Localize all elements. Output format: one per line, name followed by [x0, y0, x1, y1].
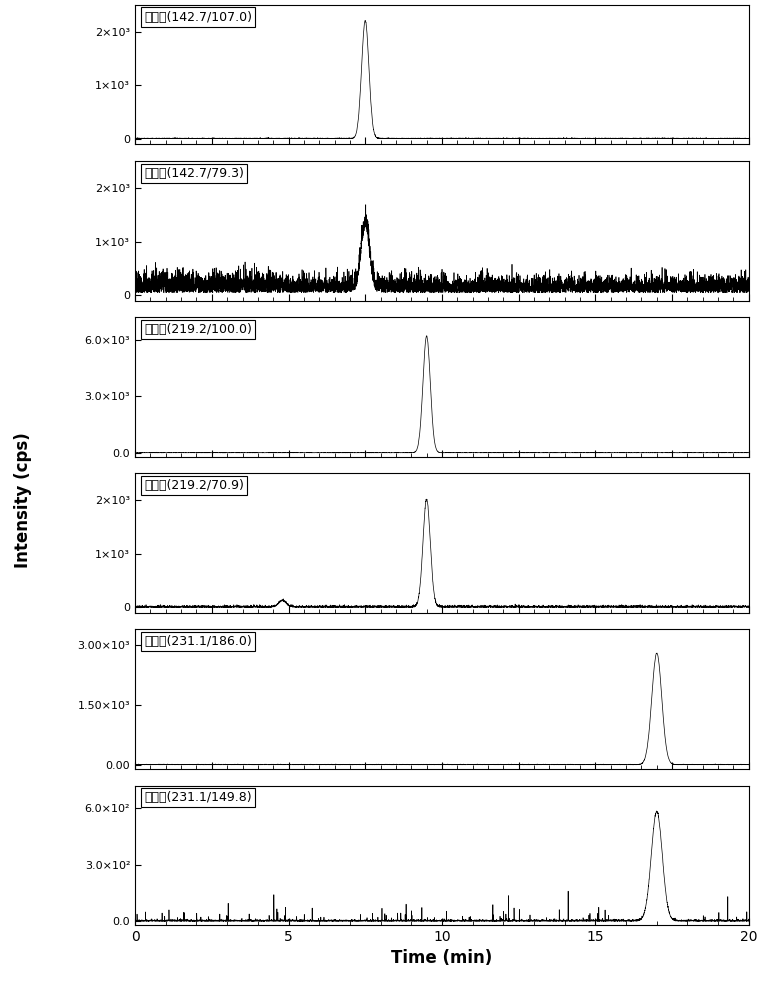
- Text: 乙烯利(142.7/79.3): 乙烯利(142.7/79.3): [144, 167, 244, 180]
- X-axis label: Time (min): Time (min): [391, 949, 493, 967]
- Text: 乙烯利(142.7/107.0): 乙烯利(142.7/107.0): [144, 11, 252, 24]
- Text: 啕苯隆(231.1/149.8): 啕苯隆(231.1/149.8): [144, 791, 252, 804]
- Text: 啕苯隆(219.2/100.0): 啕苯隆(219.2/100.0): [144, 323, 252, 336]
- Text: 啕苯隆(219.2/70.9): 啕苯隆(219.2/70.9): [144, 479, 244, 492]
- Text: Intensity (cps): Intensity (cps): [14, 432, 32, 568]
- Text: 啕苯隆(231.1/186.0): 啕苯隆(231.1/186.0): [144, 635, 252, 648]
